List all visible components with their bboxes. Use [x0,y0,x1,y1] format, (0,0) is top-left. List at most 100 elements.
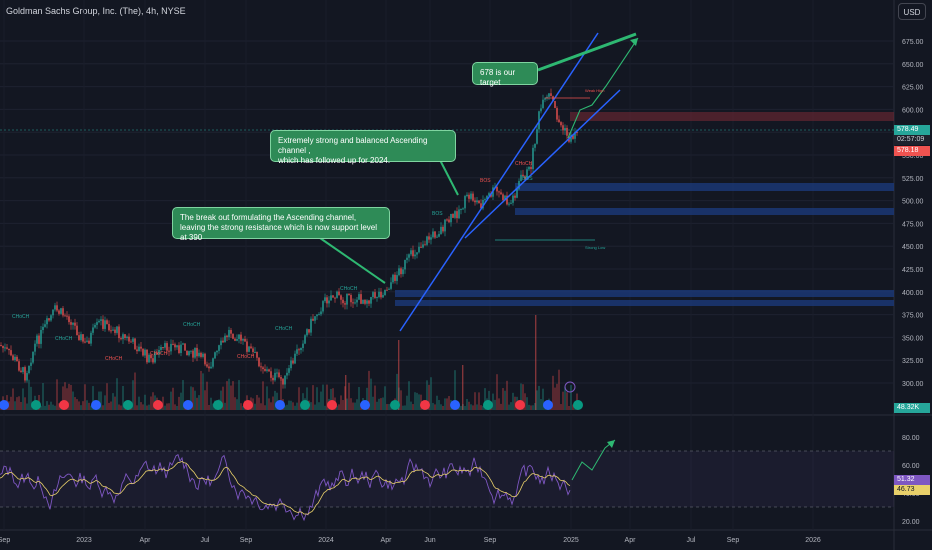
volume-bar [324,405,326,410]
candle [102,319,104,329]
volume-bar [482,405,484,410]
candle [380,291,382,298]
candle [10,350,12,356]
volume-bar [568,405,570,410]
time-axis[interactable]: Sep 2023 Apr Jul Sep 2024 Apr Jun Sep 2025 Apr Jul S… [0,537,821,544]
volume-bar [348,382,350,410]
volume-bar [30,386,32,410]
event-marker [450,400,460,410]
breakout-callout-line-1: The break out formulating the Ascending … [180,213,357,222]
target-callout[interactable]: 678 is our target [472,62,538,87]
candle [312,318,314,321]
candle [442,226,444,232]
candle [62,308,64,316]
volume-bar [570,385,572,410]
rsi-tick: 80.00 [902,435,920,442]
breakout-callout[interactable]: The break out formulating the Ascending … [172,207,390,242]
candle [524,176,526,180]
candle [12,355,14,361]
volume-bar [176,405,178,410]
event-marker [327,400,337,410]
candle [566,127,568,136]
candle [218,345,220,351]
candle [432,231,434,238]
event-marker [390,400,400,410]
candle [104,320,106,329]
candle [558,119,560,123]
channel-callout[interactable]: Extremely strong and balanced Ascending … [270,130,456,165]
volume-bar [508,404,510,410]
candle [122,334,124,340]
candle [256,351,258,358]
volume-bar [412,404,414,410]
volume-bar [535,315,537,410]
support-zone [515,208,894,215]
candle [156,353,158,355]
candle [516,188,518,198]
candle [468,194,470,199]
candle [282,378,284,385]
volume-bar [380,398,382,410]
currency-button[interactable]: USD [898,3,926,20]
candle [60,308,62,314]
candle [134,338,136,350]
countdown-label: 02:57:09 [894,135,930,145]
event-markers[interactable] [0,381,583,410]
volume-bar [286,404,288,410]
candle [138,346,140,352]
support-zone [515,183,894,191]
volume-bar [504,390,506,410]
candle [94,324,96,328]
volume-bar [238,380,240,410]
rsi-pane [0,439,894,522]
volume-bar [506,380,508,410]
price-scale[interactable]: 675.00650.00625.00600.00575.00550.00525.… [902,39,924,388]
volume-bar [478,392,480,410]
volume-bar [314,404,316,410]
volume-bar [132,380,134,410]
candle [510,202,512,204]
volume-bar [474,392,476,410]
candle [72,322,74,325]
volume-bar [484,388,486,410]
candle [378,291,380,298]
candle [230,330,232,334]
candle [26,373,28,381]
candle [536,129,538,144]
volume-bar [204,390,206,410]
candle [276,372,278,374]
event-marker [300,400,310,410]
candle [120,338,122,340]
volume-bar [220,390,222,410]
volume-bar [294,405,296,410]
candle [108,323,110,331]
volume-bar [378,398,380,410]
volume-bar [240,403,242,410]
candle [14,356,16,361]
candle [368,300,370,304]
candle [504,195,506,201]
candle [126,336,128,338]
volume-bar [236,399,238,410]
candle [116,326,118,333]
volume-bar [414,392,416,410]
candle [22,367,24,373]
ascending-channel[interactable] [399,32,621,332]
candle [498,191,500,193]
volume-bar [514,396,516,410]
rsi-projection-arrowhead [607,440,615,448]
volume-bar [50,401,52,410]
volume-bar [136,405,138,410]
candle [356,299,358,303]
volume-bar [306,387,308,410]
volume-bar [40,405,42,410]
candle [204,353,206,365]
time-tick: Jul [201,537,210,544]
candle [24,367,26,381]
price-tick: 475.00 [902,221,924,228]
volume-bar [230,385,232,410]
volume-bar [62,386,64,410]
volume-bar [192,387,194,410]
